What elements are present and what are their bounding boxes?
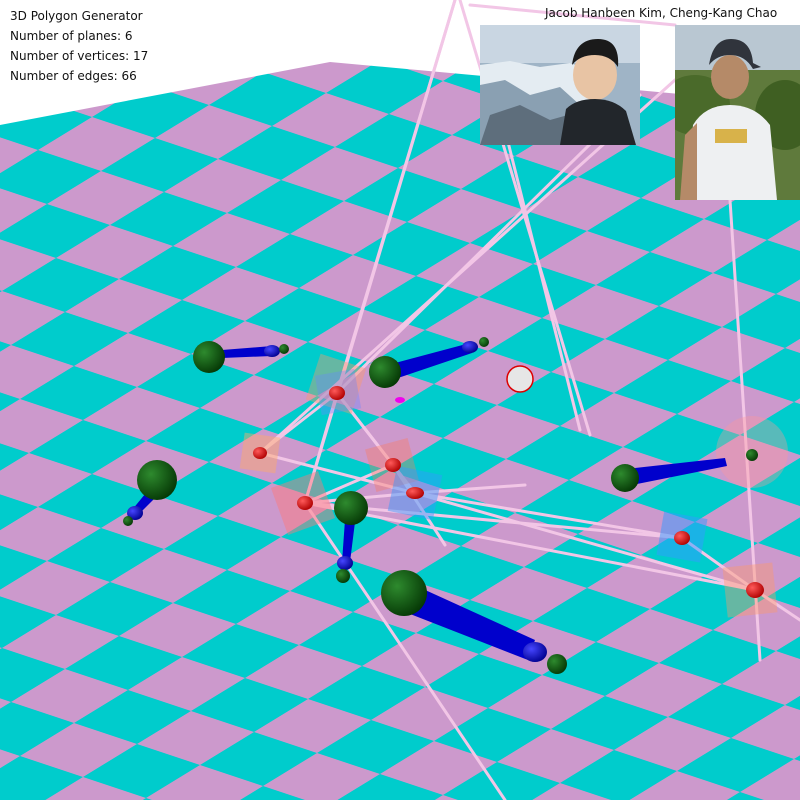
- vertex[interactable]: [385, 458, 401, 472]
- edge: [391, 463, 447, 547]
- plane-glyph: [305, 353, 367, 415]
- vertex-selected[interactable]: [395, 397, 405, 403]
- plane-handle[interactable]: [611, 449, 758, 492]
- author-photo-1: [480, 25, 640, 145]
- edge: [303, 391, 339, 505]
- edges-stat: Number of edges: 66: [10, 66, 148, 86]
- vertices-count: 17: [132, 49, 149, 63]
- checkered-floor: [0, 62, 800, 800]
- edge: [258, 391, 339, 455]
- edges-label: Number of edges:: [10, 69, 118, 83]
- plane-handle[interactable]: [123, 460, 177, 526]
- vertex[interactable]: [253, 447, 267, 459]
- vertices-stat: Number of vertices: 17: [10, 46, 148, 66]
- edge: [468, 3, 677, 27]
- planes-stat: Number of planes: 6: [10, 26, 148, 46]
- authors-credit: Jacob Hanbeen Kim, Cheng-Kang Chao: [545, 6, 778, 20]
- edge: [753, 588, 800, 622]
- vertex[interactable]: [329, 386, 345, 400]
- plane-handle[interactable]: [334, 491, 368, 583]
- author-photo-icon: [480, 25, 640, 145]
- plane-handle[interactable]: [369, 337, 489, 388]
- edge: [413, 491, 684, 540]
- planes-label: Number of planes:: [10, 29, 121, 43]
- vertices[interactable]: [253, 386, 764, 598]
- plane-handle[interactable]: [193, 341, 289, 373]
- edge: [303, 501, 757, 592]
- edge: [413, 491, 757, 592]
- author-photo-icon: [675, 25, 800, 200]
- vertex[interactable]: [746, 582, 764, 598]
- plane-handle[interactable]: [381, 570, 567, 674]
- edge: [303, 463, 395, 505]
- edge: [503, 128, 582, 432]
- vertex[interactable]: [674, 531, 690, 545]
- vertex[interactable]: [297, 496, 313, 510]
- edge: [413, 483, 527, 495]
- info-overlay: 3D Polygon Generator Number of planes: 6…: [10, 6, 148, 86]
- vertices-label: Number of vertices:: [10, 49, 130, 63]
- vertex[interactable]: [406, 487, 424, 499]
- plane-handles[interactable]: [123, 337, 758, 674]
- edge: [303, 501, 507, 800]
- edges-count: 66: [121, 69, 137, 83]
- edge: [258, 451, 417, 495]
- planes-count: 6: [124, 29, 133, 43]
- app-title: 3D Polygon Generator: [10, 9, 143, 23]
- edge: [335, 391, 395, 467]
- origin-marker[interactable]: [506, 365, 534, 393]
- author-photo-2: [675, 25, 800, 200]
